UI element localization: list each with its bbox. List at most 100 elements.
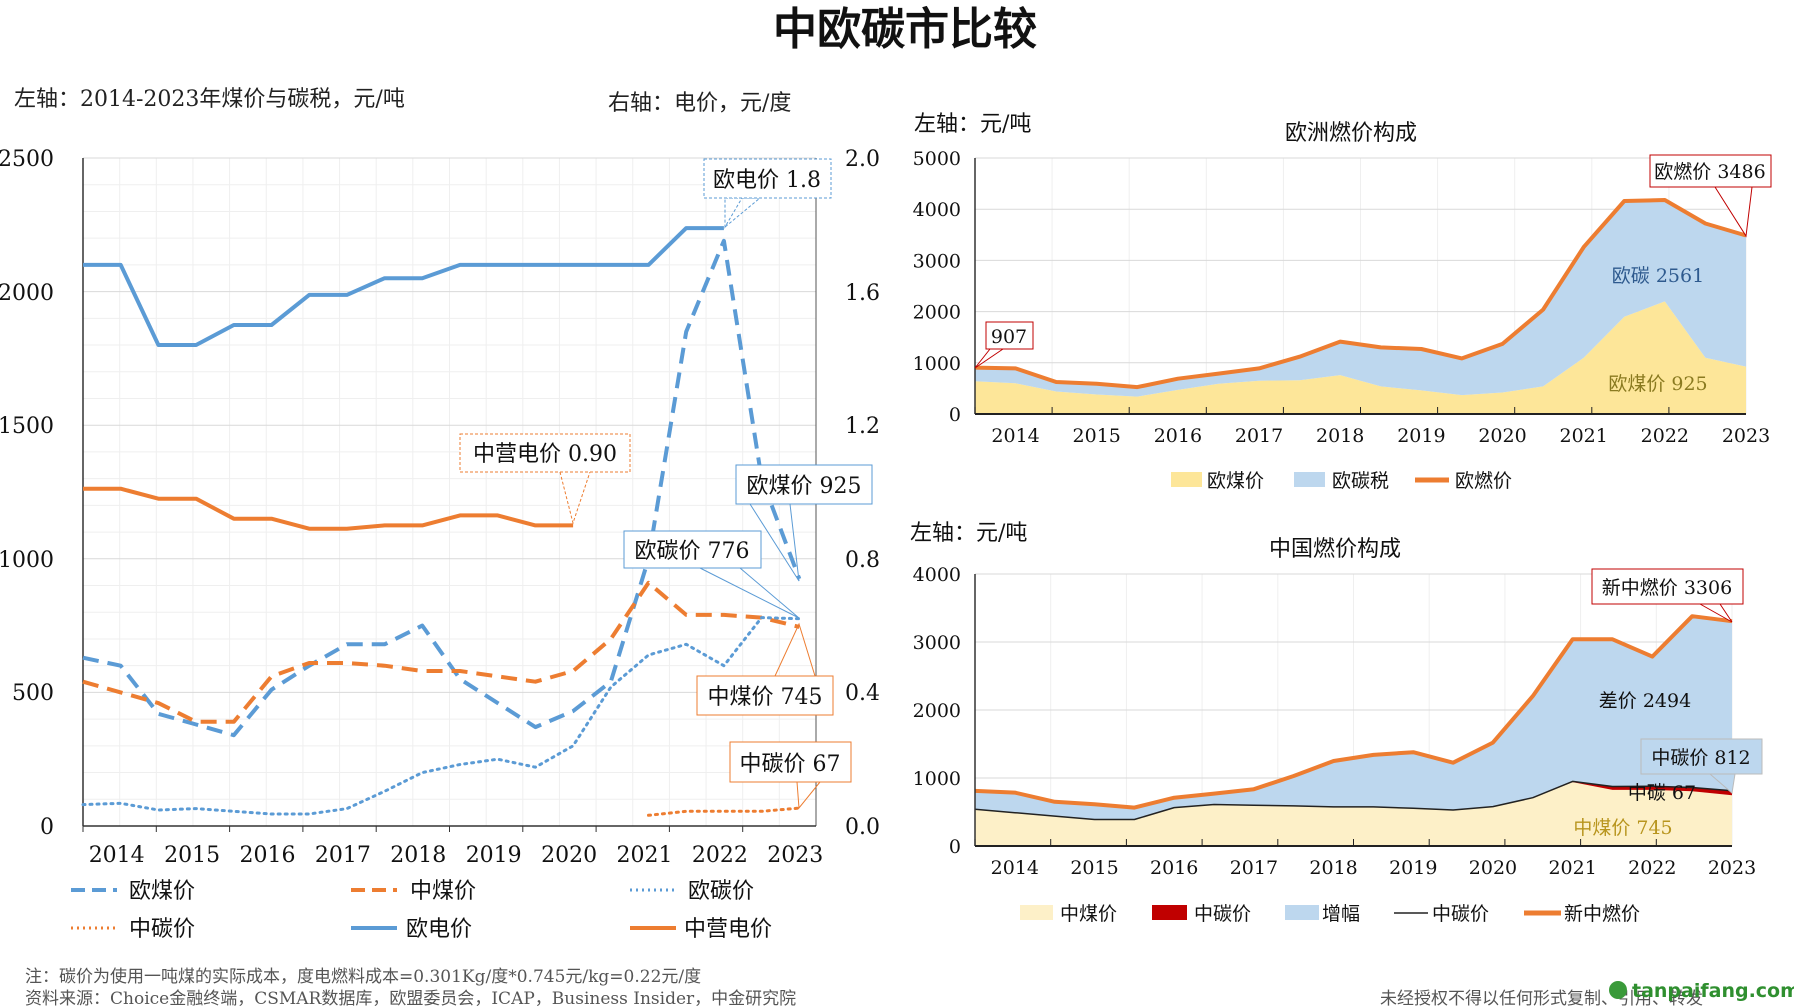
legend-swatch-cn-carbon [1152, 905, 1187, 920]
callout-cn-carbon-total: 中碳价 812 [1640, 738, 1763, 794]
legend-label: 增幅 [1322, 903, 1360, 925]
y-tick-label: 0 [949, 836, 961, 858]
x-tick-label: 2020 [1469, 857, 1517, 879]
y-tick-label: 5000 [913, 148, 961, 170]
callout-eu-power: 欧电价 1.8 [703, 158, 832, 229]
x-tick-label: 2021 [1560, 425, 1608, 447]
x-tick-label: 2018 [390, 843, 446, 868]
y2-tick-label: 1.6 [845, 281, 880, 306]
footnote-note: 注：碳价为使用一吨煤的实际成本，度电燃料成本=0.301Kg/度*0.745元/… [25, 966, 701, 987]
callout-label: 中煤价 745 [708, 685, 823, 710]
y-tick-label: 2500 [0, 147, 54, 172]
eu-carbon-label: 欧碳 2561 [1612, 265, 1704, 287]
x-tick-label: 2018 [1316, 425, 1364, 447]
area-eu-coal [975, 301, 1746, 414]
y2-tick-label: 0.4 [845, 681, 880, 706]
y-tick-label: 500 [12, 681, 54, 706]
legend-label: 新中燃价 [1564, 903, 1640, 925]
series-line-2 [81, 616, 801, 816]
x-tick-label: 2014 [991, 425, 1039, 447]
legend-label: 欧煤价 [1207, 470, 1264, 492]
right-y-ticks: 2.0 1.6 1.2 0.8 0.4 0.0 [845, 147, 880, 840]
line-cn-carbon-line [974, 780, 1733, 821]
legend-label: 欧碳价 [688, 879, 754, 904]
callout-cn-carbon: 中碳价 67 [729, 741, 852, 810]
x-tick-label: 2022 [1641, 425, 1689, 447]
left-legend: 欧煤价 中煤价 欧碳价 中碳价 欧电价 中营电价 [71, 879, 772, 942]
callout-cn-power: 中营电价 0.90 [459, 433, 631, 525]
x-tick-label: 2021 [617, 843, 673, 868]
x-tick-label: 2015 [1070, 857, 1118, 879]
cn-spread-label: 差价 2494 [1599, 690, 1691, 712]
legend-swatch-cn-coal [1020, 905, 1053, 920]
series-line-5 [83, 486, 574, 531]
callout-eu-907: 907 [974, 321, 1034, 369]
callout-label: 新中燃价 3306 [1602, 577, 1732, 599]
legend-label: 中碳价 [129, 917, 195, 942]
legend-label: 中营电价 [684, 917, 772, 942]
y-tick-label: 1500 [0, 414, 54, 439]
eu-coal-label: 欧煤价 925 [1608, 373, 1707, 395]
x-tick-label: 2021 [1548, 857, 1596, 879]
watermark-logo: tanpaifang.com [1609, 980, 1794, 1002]
callout-cn-coal: 中煤价 745 [696, 622, 834, 716]
x-tick-label: 2019 [1397, 425, 1445, 447]
x-tick-label: 2019 [466, 843, 522, 868]
cn-chart-title: 中国燃价构成 [1269, 537, 1401, 562]
callout-label: 中碳价 812 [1651, 747, 1750, 769]
y-tick-label: 1000 [913, 768, 961, 790]
legend-swatch-increase [1285, 905, 1319, 920]
area-eu-carbon-tax [975, 200, 1746, 397]
series-line-1 [82, 580, 800, 724]
callout-label: 中营电价 0.90 [473, 442, 617, 467]
y-tick-label: 2000 [0, 281, 54, 306]
x-tick-label: 2017 [1235, 425, 1283, 447]
left-axis-note: 左轴：2014-2023年煤价与碳税，元/吨 [14, 87, 405, 112]
y-tick-label: 3000 [913, 250, 961, 272]
x-tick-label: 2015 [164, 843, 220, 868]
left-chart: 左轴：2014-2023年煤价与碳税，元/吨 右轴：电价，元/度 2500 20… [0, 87, 880, 942]
x-tick-label: 2023 [1708, 857, 1756, 879]
eu-y-label: 左轴：元/吨 [914, 112, 1031, 137]
series-line-0 [82, 238, 802, 738]
x-tick-label: 2016 [240, 843, 296, 868]
y-tick-label: 4000 [913, 564, 961, 586]
x-tick-label: 2014 [89, 843, 145, 868]
legend-label: 欧燃价 [1455, 470, 1512, 492]
y-tick-label: 0 [40, 815, 54, 840]
legend-label: 欧煤价 [129, 879, 195, 904]
callout-label: 欧燃价 3486 [1654, 161, 1765, 183]
y2-tick-label: 0.8 [845, 548, 880, 573]
x-tick-label: 2020 [1478, 425, 1526, 447]
x-tick-label: 2016 [1154, 425, 1202, 447]
cn-coal-label: 中煤价 745 [1573, 817, 1672, 839]
y-tick-label: 2000 [913, 700, 961, 722]
x-tick-label: 2022 [692, 843, 748, 868]
line-eu-fuel [974, 198, 1747, 390]
eu-chart-title: 欧洲燃价构成 [1285, 121, 1417, 146]
y-tick-label: 0 [949, 404, 961, 426]
callout-label: 欧煤价 925 [747, 474, 862, 499]
cn-legend: 中煤价 中碳价 增幅 中碳价 新中燃价 [1020, 903, 1640, 925]
legend-label: 中煤价 [410, 879, 476, 904]
x-tick-label: 2015 [1073, 425, 1121, 447]
legend-label: 欧电价 [406, 917, 472, 942]
eu-fuel-chart: 左轴：元/吨 欧洲燃价构成 5000 4000 3000 2000 1000 0 2014… [913, 112, 1772, 492]
series-line-3 [647, 806, 801, 817]
legend-label: 中煤价 [1060, 903, 1117, 925]
left-series-lines [81, 226, 802, 817]
x-tick-label: 2019 [1389, 857, 1437, 879]
legend-label: 欧碳税 [1332, 470, 1389, 492]
cn-fuel-chart: 左轴：元/吨 中国燃价构成 4000 3000 2000 1000 0 2014 2015… [910, 521, 1763, 925]
eu-legend: 欧煤价 欧碳税 欧燃价 [1171, 470, 1512, 492]
y-tick-label: 4000 [913, 199, 961, 221]
eu-x-ticks: 2014 2015 2016 2017 2018 2019 2020 2021 2022 2023 [974, 407, 1770, 447]
left-chart-grid [82, 157, 817, 827]
callout-cn-fuel: 新中燃价 3306 [1591, 568, 1744, 623]
callout-eu-fuel: 欧燃价 3486 [1649, 154, 1772, 238]
x-tick-label: 2023 [767, 843, 823, 868]
x-tick-label: 2022 [1628, 857, 1676, 879]
left-y-ticks: 2500 2000 1500 1000 500 0 [0, 147, 54, 840]
legend-label: 中碳价 [1432, 903, 1489, 925]
y-tick-label: 3000 [913, 632, 961, 654]
